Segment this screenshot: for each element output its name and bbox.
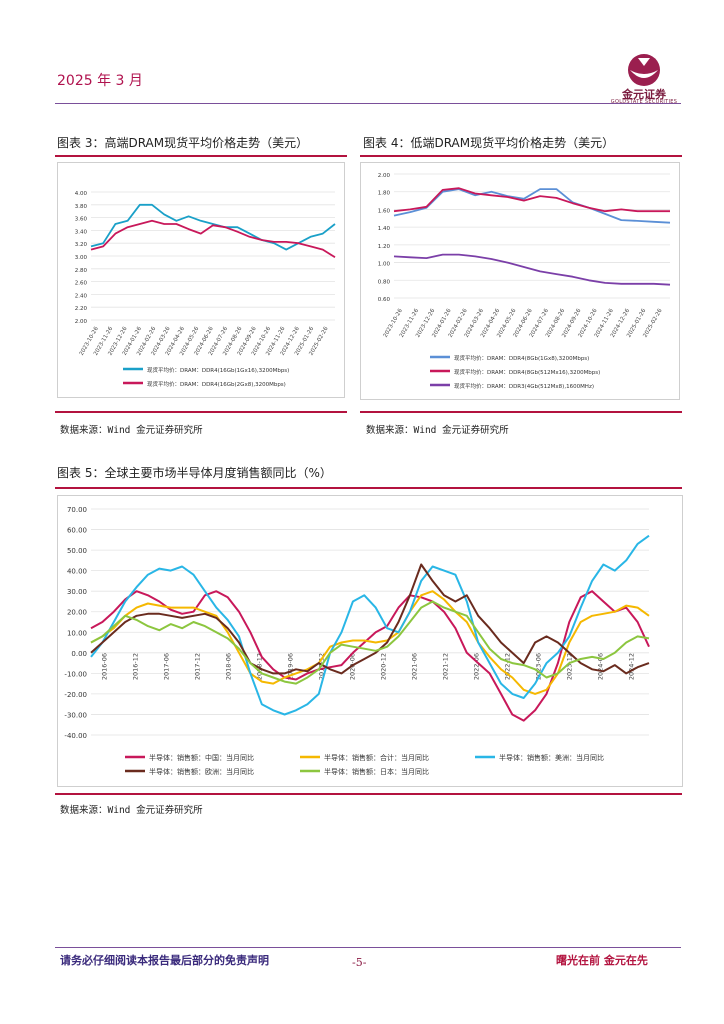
series-line-5 bbox=[90, 600, 650, 685]
y-tick-label: 0.00 bbox=[71, 650, 87, 658]
series-line-3 bbox=[393, 253, 671, 286]
series-line-1 bbox=[90, 203, 336, 251]
y-tick-label: 1.60 bbox=[378, 208, 391, 214]
x-tick-label: 2024-12 bbox=[628, 653, 636, 680]
y-tick-label: 2.20 bbox=[75, 306, 88, 312]
y-tick-label: 3.80 bbox=[75, 204, 88, 210]
x-tick-label: 2018-06 bbox=[225, 653, 233, 680]
x-tick-label: 2018-12 bbox=[256, 653, 264, 680]
y-tick-label: 2.40 bbox=[75, 293, 88, 299]
x-tick-label: 2020-12 bbox=[380, 653, 388, 680]
legend-label: 半导体：销售额：欧洲：当月同比 bbox=[149, 767, 254, 776]
figure4-title: 图表 4：低端DRAM现货平均价格走势（美元） bbox=[363, 136, 615, 150]
y-tick-label: 0.60 bbox=[378, 297, 391, 303]
figure5-rule bbox=[55, 487, 682, 489]
footer-divider bbox=[55, 947, 681, 948]
report-date: 2025 年 3 月 bbox=[57, 73, 143, 89]
series-line-2 bbox=[90, 590, 650, 695]
y-tick-label: 70.00 bbox=[67, 506, 87, 514]
y-tick-label: 30.00 bbox=[67, 588, 87, 596]
y-tick-label: 2.00 bbox=[75, 319, 88, 325]
x-tick-label: 2016-12 bbox=[132, 653, 140, 680]
series-line-4 bbox=[90, 563, 650, 675]
y-tick-label: 1.00 bbox=[378, 262, 391, 268]
x-tick-label: 2016-06 bbox=[101, 653, 109, 680]
y-tick-label: -20.00 bbox=[64, 691, 87, 699]
legend-label: 现货平均价：DRAM：DDR4(8Gb(512Mx16),3200Mbps) bbox=[454, 368, 600, 376]
series-line-2 bbox=[90, 219, 336, 259]
y-tick-label: 50.00 bbox=[67, 547, 87, 555]
figure4-rule bbox=[360, 155, 682, 157]
x-tick-label: 2022-06 bbox=[473, 653, 481, 680]
y-tick-label: 2.00 bbox=[378, 173, 391, 179]
y-tick-label: 1.20 bbox=[378, 244, 391, 250]
x-tick-label: 2023-06 bbox=[535, 653, 543, 680]
figure3-title: 图表 3：高端DRAM现货平均价格走势（美元） bbox=[57, 136, 309, 150]
x-tick-label: 2021-12 bbox=[442, 653, 450, 680]
legend-label: 半导体：销售额：合计：当月同比 bbox=[324, 753, 429, 762]
y-tick-label: 60.00 bbox=[67, 527, 87, 535]
figure3-chart: 4.00 3.80 3.60 3.40 3.20 3.00 2.80 2.60 2.40 2.20… bbox=[57, 162, 345, 398]
y-tick-label: 2.60 bbox=[75, 281, 88, 287]
x-tick-label: 2017-12 bbox=[194, 653, 202, 680]
legend-label: 现货平均价：DRAM：DDR4(16Gb(2Gx8),3200Mbps) bbox=[147, 380, 286, 388]
figure5-bottom-rule bbox=[55, 793, 682, 795]
figure3-source: 数据来源：Wind 金元证券研究所 bbox=[60, 425, 203, 436]
page-number: -5- bbox=[352, 956, 367, 969]
x-tick-label: 2021-06 bbox=[411, 653, 419, 680]
y-tick-label: 20.00 bbox=[67, 609, 87, 617]
y-tick-label: 1.40 bbox=[378, 226, 391, 232]
x-tick-label: 2017-06 bbox=[163, 653, 171, 680]
legend-label: 半导体：销售额：中国：当月同比 bbox=[149, 753, 254, 762]
chart-frame bbox=[57, 162, 345, 398]
figure5-source: 数据来源：Wind 金元证券研究所 bbox=[60, 805, 203, 816]
x-tick-label: 2022-12 bbox=[504, 653, 512, 680]
company-slogan: 曙光在前 金元在先 bbox=[556, 954, 648, 967]
figure4-bottom-rule bbox=[360, 411, 682, 413]
y-tick-label: 0.80 bbox=[378, 279, 391, 285]
series-line-2 bbox=[393, 187, 670, 213]
figure3-rule bbox=[55, 155, 347, 157]
disclaimer-note: 请务必仔细阅读本报告最后部分的免责声明 bbox=[60, 954, 269, 967]
y-tick-label: 2.80 bbox=[75, 268, 88, 274]
series-line-1 bbox=[90, 590, 650, 722]
y-tick-label: -10.00 bbox=[64, 670, 87, 678]
y-tick-label: 4.00 bbox=[75, 191, 88, 197]
legend-label: 半导体：销售额：日本：当月同比 bbox=[324, 767, 429, 776]
x-tick-label: 2024-06 bbox=[597, 653, 605, 680]
legend-label: 半导体：销售额：美洲：当月同比 bbox=[499, 753, 604, 762]
legend-label: 现货平均价：DRAM：DDR3(4Gb(512Mx8),1600MHz) bbox=[454, 382, 594, 390]
figure5-chart: 70.00 60.00 50.00 40.00 30.00 20.00 10.00 0.00 -… bbox=[57, 495, 683, 787]
logo-text: 金元证券 bbox=[622, 88, 666, 101]
y-tick-label: 3.00 bbox=[75, 255, 88, 261]
y-tick-label: 3.60 bbox=[75, 217, 88, 223]
company-logo bbox=[608, 52, 680, 102]
y-tick-label: 3.40 bbox=[75, 229, 88, 235]
figure4-chart: 2.001.801.601.401.201.000.800.602023-10-… bbox=[360, 162, 680, 400]
y-tick-label: -30.00 bbox=[64, 711, 87, 719]
x-tick-label: 2019-06 bbox=[287, 653, 295, 680]
series-line-3 bbox=[90, 534, 650, 716]
header-divider bbox=[55, 103, 681, 104]
y-tick-label: 3.20 bbox=[75, 242, 88, 248]
y-tick-label: 1.80 bbox=[378, 191, 391, 197]
y-tick-label: 10.00 bbox=[67, 629, 87, 637]
logo-subtext: GOLDSTATE SECURITIES bbox=[610, 99, 678, 105]
y-tick-label: -40.00 bbox=[64, 732, 87, 740]
figure5-title: 图表 5：全球主要市场半导体月度销售额同比（%） bbox=[57, 466, 332, 480]
figure4-source: 数据来源：Wind 金元证券研究所 bbox=[366, 425, 509, 436]
figure3-bottom-rule bbox=[55, 411, 347, 413]
logo-mark-icon bbox=[628, 54, 660, 86]
chart-frame bbox=[360, 162, 680, 400]
series-line-1 bbox=[393, 188, 671, 224]
legend-label: 现货平均价：DRAM：DDR4(8Gb(1Gx8),3200Mbps) bbox=[454, 354, 589, 362]
legend-label: 现货平均价：DRAM：DDR4(16Gb(1Gx16),3200Mbps) bbox=[147, 366, 289, 374]
x-tick-label: 2023-12 bbox=[566, 653, 574, 680]
y-tick-label: 40.00 bbox=[67, 568, 87, 576]
